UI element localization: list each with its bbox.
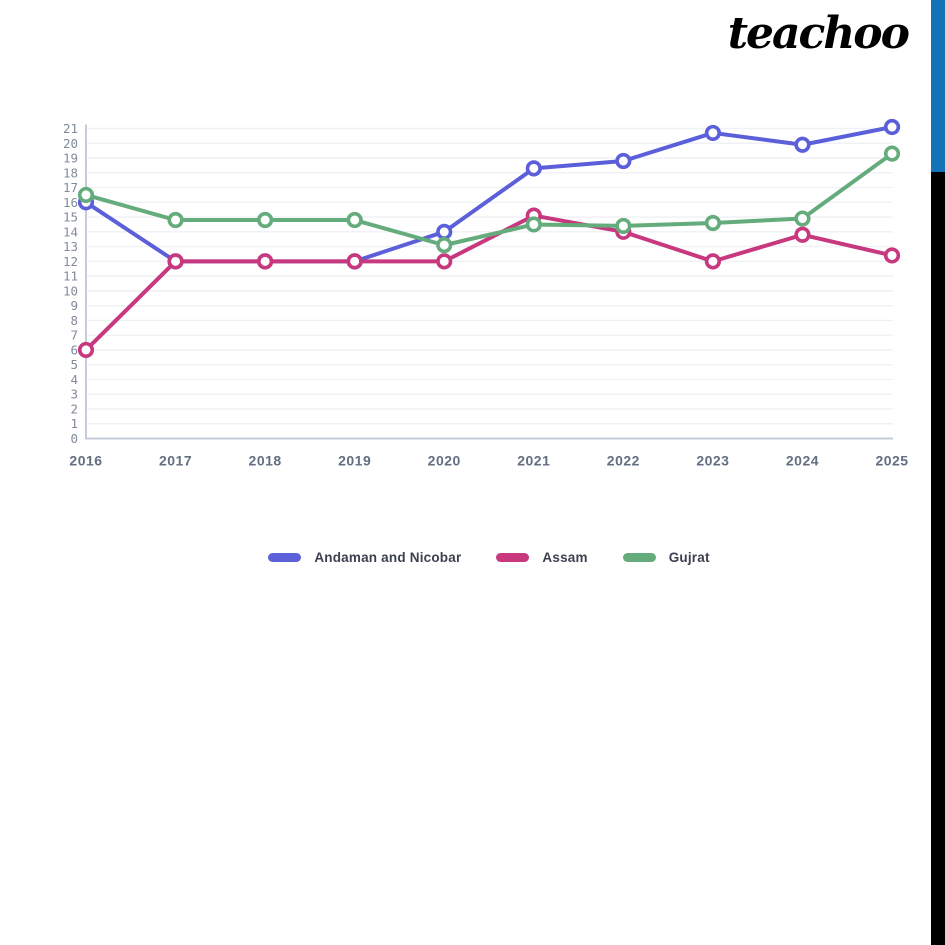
data-point (883, 145, 901, 162)
data-point (257, 253, 274, 270)
y-tick-label: 16 (63, 195, 78, 210)
teachoo-logo: teachoo (727, 8, 910, 59)
y-tick-label: 4 (70, 372, 78, 387)
y-tick-label: 19 (63, 151, 78, 166)
legend-item: Assam (496, 550, 587, 565)
legend-swatch (496, 553, 530, 562)
legend-label: Andaman and Nicobar (314, 550, 462, 565)
data-point (704, 253, 722, 270)
data-point (525, 216, 542, 233)
legend-swatch (622, 553, 656, 562)
x-tick-label: 2019 (338, 453, 371, 469)
x-tick-label: 2018 (249, 453, 282, 469)
data-point (704, 214, 722, 232)
y-tick-label: 5 (70, 357, 78, 372)
data-point (167, 211, 184, 229)
y-tick-label: 11 (63, 269, 78, 284)
x-tick-label: 2025 (875, 453, 908, 469)
y-tick-label: 1 (70, 416, 78, 431)
data-point (346, 253, 363, 270)
y-tick-label: 14 (63, 224, 78, 239)
data-point (257, 211, 274, 229)
legend-item: Andaman and Nicobar (268, 550, 461, 565)
x-tick-label: 2024 (786, 453, 819, 469)
data-point (436, 223, 453, 240)
y-tick-label: 2 (70, 401, 78, 416)
y-tick-label: 13 (63, 239, 78, 254)
y-tick-label: 12 (63, 254, 78, 269)
y-tick-label: 0 (70, 431, 78, 446)
y-tick-label: 17 (63, 180, 78, 195)
data-point (77, 341, 95, 359)
chart-legend: Andaman and Nicobar Assam Gujrat (86, 550, 892, 565)
y-tick-label: 3 (70, 387, 78, 402)
y-tick-label: 20 (63, 136, 78, 151)
x-tick-label: 2022 (607, 453, 640, 469)
data-point (794, 226, 811, 243)
y-tick-label: 9 (70, 298, 78, 313)
legend-item: Gujrat (622, 550, 710, 565)
data-point (615, 152, 632, 170)
y-tick-label: 18 (63, 165, 78, 180)
data-point (436, 237, 453, 254)
data-point (883, 247, 901, 264)
legend-label: Assam (542, 550, 588, 565)
y-tick-label: 10 (63, 283, 78, 298)
y-tick-label: 21 (63, 121, 78, 136)
legend-label: Gujrat (668, 550, 710, 565)
data-point (794, 210, 811, 227)
data-point (794, 136, 811, 153)
x-tick-label: 2020 (428, 453, 461, 469)
y-tick-label: 6 (70, 342, 78, 357)
data-point (615, 217, 632, 235)
data-point (167, 253, 184, 270)
data-point (346, 211, 363, 229)
x-tick-label: 2016 (69, 453, 102, 469)
x-tick-label: 2023 (696, 453, 729, 469)
x-tick-label: 2021 (517, 453, 550, 469)
y-tick-label: 15 (63, 210, 78, 225)
data-point (883, 118, 901, 136)
data-point (704, 124, 722, 142)
data-point (436, 253, 453, 270)
series-line-andaman-and-nicobar (84, 125, 895, 264)
x-tick-label: 2017 (159, 453, 192, 469)
edge-bar-blue (931, 0, 945, 172)
data-point (77, 186, 95, 204)
y-tick-label: 8 (70, 313, 78, 328)
legend-swatch (268, 553, 302, 562)
series-line-assam (84, 213, 895, 352)
series-line-gujrat (84, 151, 895, 248)
data-point (525, 160, 542, 177)
y-tick-label: 7 (70, 328, 78, 343)
edge-bar-black (931, 172, 945, 945)
